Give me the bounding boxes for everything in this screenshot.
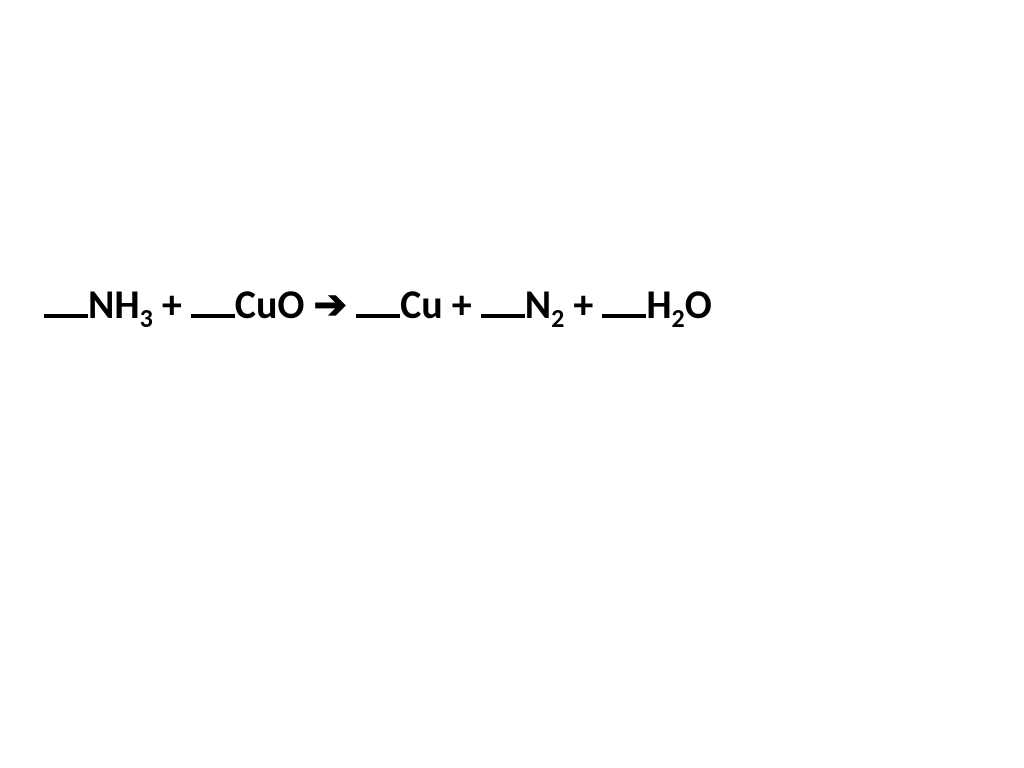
coefficient-blank — [191, 314, 235, 318]
operator: + — [443, 280, 481, 329]
chemical-formula: NH3 — [88, 280, 153, 329]
formula-base: NH — [88, 280, 140, 329]
formula-base: N — [525, 280, 551, 329]
operator — [304, 280, 313, 329]
chemical-formula: CuO — [235, 280, 305, 329]
operator: + — [153, 280, 191, 329]
coefficient-blank — [44, 314, 88, 318]
formula-base: CuO — [235, 280, 305, 329]
formula-base: Cu — [400, 280, 443, 329]
formula-subscript: 3 — [140, 302, 153, 334]
chemical-equation: NH3 + CuO ➔ Cu + N2 + H2O — [44, 280, 712, 334]
chemical-formula: Cu — [400, 280, 443, 329]
reaction-arrow-icon: ➔ — [314, 283, 348, 327]
chemical-formula: N2 — [525, 280, 565, 329]
operator: + — [564, 280, 602, 329]
formula-base: H — [646, 280, 671, 329]
slide: NH3 + CuO ➔ Cu + N2 + H2O — [0, 0, 1024, 768]
chemical-formula: H2O — [646, 280, 711, 329]
operator — [347, 280, 356, 329]
formula-subscript: 2 — [551, 302, 564, 334]
formula-subscript: 2 — [672, 302, 685, 334]
formula-base: O — [685, 280, 712, 329]
coefficient-blank — [602, 314, 646, 318]
coefficient-blank — [481, 314, 525, 318]
coefficient-blank — [356, 314, 400, 318]
